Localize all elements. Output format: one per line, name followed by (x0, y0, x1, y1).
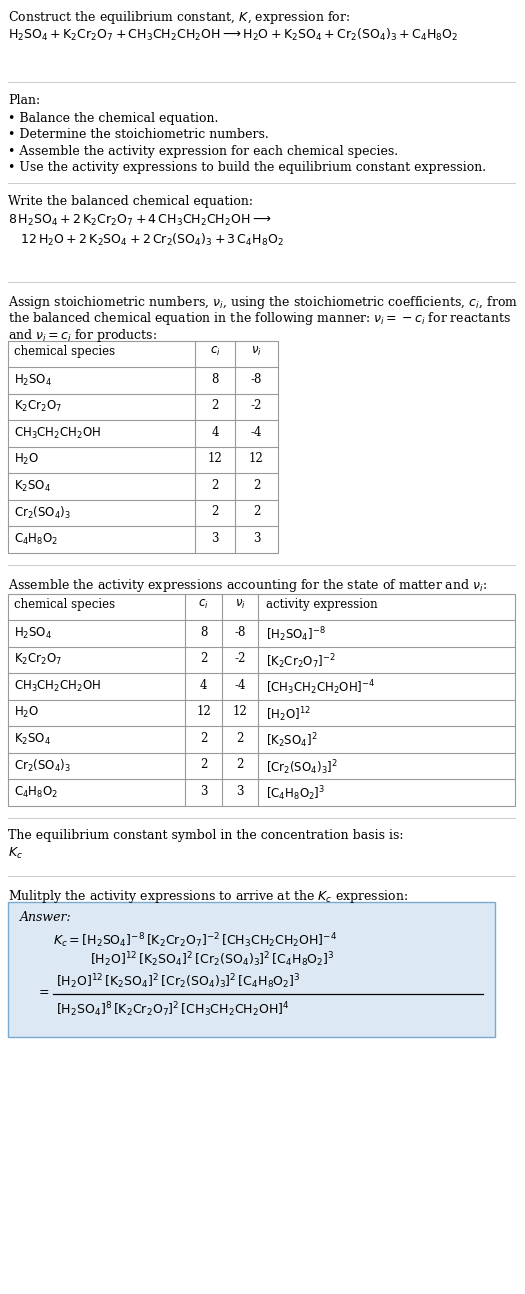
Text: • Balance the chemical equation.: • Balance the chemical equation. (8, 113, 218, 126)
Text: 2: 2 (211, 399, 219, 411)
Text: $[\mathrm{K_2Cr_2O_7}]^{-2}$: $[\mathrm{K_2Cr_2O_7}]^{-2}$ (266, 652, 335, 670)
Text: 8: 8 (200, 625, 207, 638)
Text: Assign stoichiometric numbers, $\nu_i$, using the stoichiometric coefficients, $: Assign stoichiometric numbers, $\nu_i$, … (8, 294, 518, 311)
Text: $\nu_i$: $\nu_i$ (235, 598, 245, 611)
Text: $\mathrm{CH_3CH_2CH_2OH}$: $\mathrm{CH_3CH_2CH_2OH}$ (14, 678, 101, 694)
Text: the balanced chemical equation in the following manner: $\nu_i = -c_i$ for react: the balanced chemical equation in the fo… (8, 311, 511, 327)
Text: $\mathrm{K_2Cr_2O_7}$: $\mathrm{K_2Cr_2O_7}$ (14, 652, 62, 668)
Text: Answer:: Answer: (20, 911, 72, 924)
Text: $\mathrm{K_2SO_4}$: $\mathrm{K_2SO_4}$ (14, 479, 51, 493)
Text: 12: 12 (233, 705, 247, 718)
Text: 2: 2 (200, 731, 207, 744)
Text: Write the balanced chemical equation:: Write the balanced chemical equation: (8, 195, 253, 208)
Text: $\mathrm{CH_3CH_2CH_2OH}$: $\mathrm{CH_3CH_2CH_2OH}$ (14, 426, 101, 440)
Text: 3: 3 (200, 784, 207, 797)
Text: Mulitply the activity expressions to arrive at the $K_c$ expression:: Mulitply the activity expressions to arr… (8, 888, 408, 905)
Text: activity expression: activity expression (266, 598, 377, 611)
Text: $[\mathrm{H_2SO_4}]^{-8}$: $[\mathrm{H_2SO_4}]^{-8}$ (266, 625, 326, 644)
Text: $=$: $=$ (36, 983, 50, 996)
Text: • Use the activity expressions to build the equilibrium constant expression.: • Use the activity expressions to build … (8, 162, 486, 175)
Text: $\mathrm{K_2Cr_2O_7}$: $\mathrm{K_2Cr_2O_7}$ (14, 399, 62, 414)
Text: 12: 12 (249, 452, 264, 465)
Text: $\mathrm{H_2SO_4}$: $\mathrm{H_2SO_4}$ (14, 373, 52, 388)
Text: -8: -8 (251, 373, 262, 386)
Text: 2: 2 (253, 505, 260, 518)
Text: and $\nu_i = c_i$ for products:: and $\nu_i = c_i$ for products: (8, 326, 157, 343)
Text: $\mathrm{K_2SO_4}$: $\mathrm{K_2SO_4}$ (14, 731, 51, 747)
Text: -8: -8 (234, 625, 246, 638)
Text: $\mathrm{C_4H_8O_2}$: $\mathrm{C_4H_8O_2}$ (14, 532, 58, 546)
Text: Construct the equilibrium constant, $K$, expression for:: Construct the equilibrium constant, $K$,… (8, 9, 350, 26)
Text: 4: 4 (200, 678, 207, 691)
Text: • Determine the stoichiometric numbers.: • Determine the stoichiometric numbers. (8, 128, 269, 141)
Text: 4: 4 (211, 426, 219, 439)
Text: $c_i$: $c_i$ (209, 344, 220, 357)
Text: $\mathrm{Cr_2(SO_4)_3}$: $\mathrm{Cr_2(SO_4)_3}$ (14, 758, 71, 774)
Text: chemical species: chemical species (14, 598, 115, 611)
Text: -2: -2 (234, 652, 246, 665)
Text: 2: 2 (200, 758, 207, 771)
Text: 2: 2 (236, 731, 244, 744)
Text: -4: -4 (251, 426, 262, 439)
Text: 8: 8 (211, 373, 219, 386)
Text: 12: 12 (207, 452, 223, 465)
Text: $\mathrm{H_2O}$: $\mathrm{H_2O}$ (14, 705, 39, 719)
Text: chemical species: chemical species (14, 344, 115, 357)
Text: $\quad 12\,\mathrm{H_2O} + 2\,\mathrm{K_2SO_4} + 2\,\mathrm{Cr_2(SO_4)_3} + 3\,\: $\quad 12\,\mathrm{H_2O} + 2\,\mathrm{K_… (8, 232, 284, 247)
Text: $\mathrm{H_2SO_4}$: $\mathrm{H_2SO_4}$ (14, 625, 52, 641)
Text: $[\mathrm{H_2SO_4}]^{8}$$\,[\mathrm{K_2Cr_2O_7}]^{2}$$\,[\mathrm{CH_3CH_2CH_2OH}: $[\mathrm{H_2SO_4}]^{8}$$\,[\mathrm{K_2C… (56, 1000, 289, 1018)
Text: $K_c$: $K_c$ (8, 846, 23, 861)
Text: 2: 2 (236, 758, 244, 771)
Text: $\mathrm{Cr_2(SO_4)_3}$: $\mathrm{Cr_2(SO_4)_3}$ (14, 505, 71, 521)
Text: $[\mathrm{H_2O}]^{12}$$\,[\mathrm{K_2SO_4}]^{2}$$\,[\mathrm{Cr_2(SO_4)_3}]^{2}$$: $[\mathrm{H_2O}]^{12}$$\,[\mathrm{K_2SO_… (56, 972, 301, 991)
Text: $\mathrm{H_2SO_4 + K_2Cr_2O_7 + CH_3CH_2CH_2OH}$$ \longrightarrow $$\mathrm{H_2O: $\mathrm{H_2SO_4 + K_2Cr_2O_7 + CH_3CH_2… (8, 27, 458, 43)
Text: The equilibrium constant symbol in the concentration basis is:: The equilibrium constant symbol in the c… (8, 829, 404, 842)
Text: 2: 2 (253, 479, 260, 492)
Text: • Assemble the activity expression for each chemical species.: • Assemble the activity expression for e… (8, 145, 398, 158)
Text: 3: 3 (211, 532, 219, 545)
Text: 2: 2 (211, 505, 219, 518)
Text: $[\mathrm{Cr_2(SO_4)_3}]^{2}$: $[\mathrm{Cr_2(SO_4)_3}]^{2}$ (266, 758, 338, 776)
Text: $8\,\mathrm{H_2SO_4} + 2\,\mathrm{K_2Cr_2O_7} + 4\,\mathrm{CH_3CH_2CH_2OH}$$ \lo: $8\,\mathrm{H_2SO_4} + 2\,\mathrm{K_2Cr_… (8, 214, 271, 228)
FancyBboxPatch shape (8, 902, 495, 1036)
Text: $\mathrm{C_4H_8O_2}$: $\mathrm{C_4H_8O_2}$ (14, 784, 58, 800)
Text: 3: 3 (236, 784, 244, 797)
Text: $c_i$: $c_i$ (198, 598, 209, 611)
Text: Assemble the activity expressions accounting for the state of matter and $\nu_i$: Assemble the activity expressions accoun… (8, 577, 487, 594)
Text: 2: 2 (211, 479, 219, 492)
Text: -4: -4 (234, 678, 246, 691)
Text: $[\mathrm{K_2SO_4}]^{2}$: $[\mathrm{K_2SO_4}]^{2}$ (266, 731, 318, 751)
Text: 12: 12 (196, 705, 211, 718)
Text: $[\mathrm{H_2O}]^{12}$$\,[\mathrm{K_2SO_4}]^{2}$$\,[\mathrm{Cr_2(SO_4)_3}]^{2}$$: $[\mathrm{H_2O}]^{12}$$\,[\mathrm{K_2SO_… (90, 950, 335, 969)
Text: $[\mathrm{CH_3CH_2CH_2OH}]^{-4}$: $[\mathrm{CH_3CH_2CH_2OH}]^{-4}$ (266, 678, 375, 697)
Text: $[\mathrm{C_4H_8O_2}]^{3}$: $[\mathrm{C_4H_8O_2}]^{3}$ (266, 784, 325, 804)
Text: -2: -2 (251, 399, 262, 411)
Text: $\nu_i$: $\nu_i$ (251, 344, 262, 357)
Text: $\mathrm{H_2O}$: $\mathrm{H_2O}$ (14, 452, 39, 467)
Text: $K_c = [\mathrm{H_2SO_4}]^{-8}$$\,[\mathrm{K_2Cr_2O_7}]^{-2}$$\,[\mathrm{CH_3CH_: $K_c = [\mathrm{H_2SO_4}]^{-8}$$\,[\math… (53, 930, 337, 950)
Text: Plan:: Plan: (8, 94, 40, 107)
Text: 2: 2 (200, 652, 207, 665)
Text: $[\mathrm{H_2O}]^{12}$: $[\mathrm{H_2O}]^{12}$ (266, 705, 311, 723)
Text: 3: 3 (253, 532, 260, 545)
